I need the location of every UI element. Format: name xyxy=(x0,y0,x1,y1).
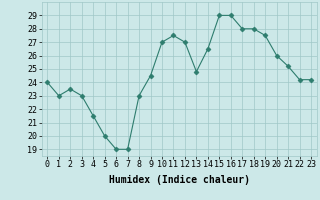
X-axis label: Humidex (Indice chaleur): Humidex (Indice chaleur) xyxy=(109,175,250,185)
